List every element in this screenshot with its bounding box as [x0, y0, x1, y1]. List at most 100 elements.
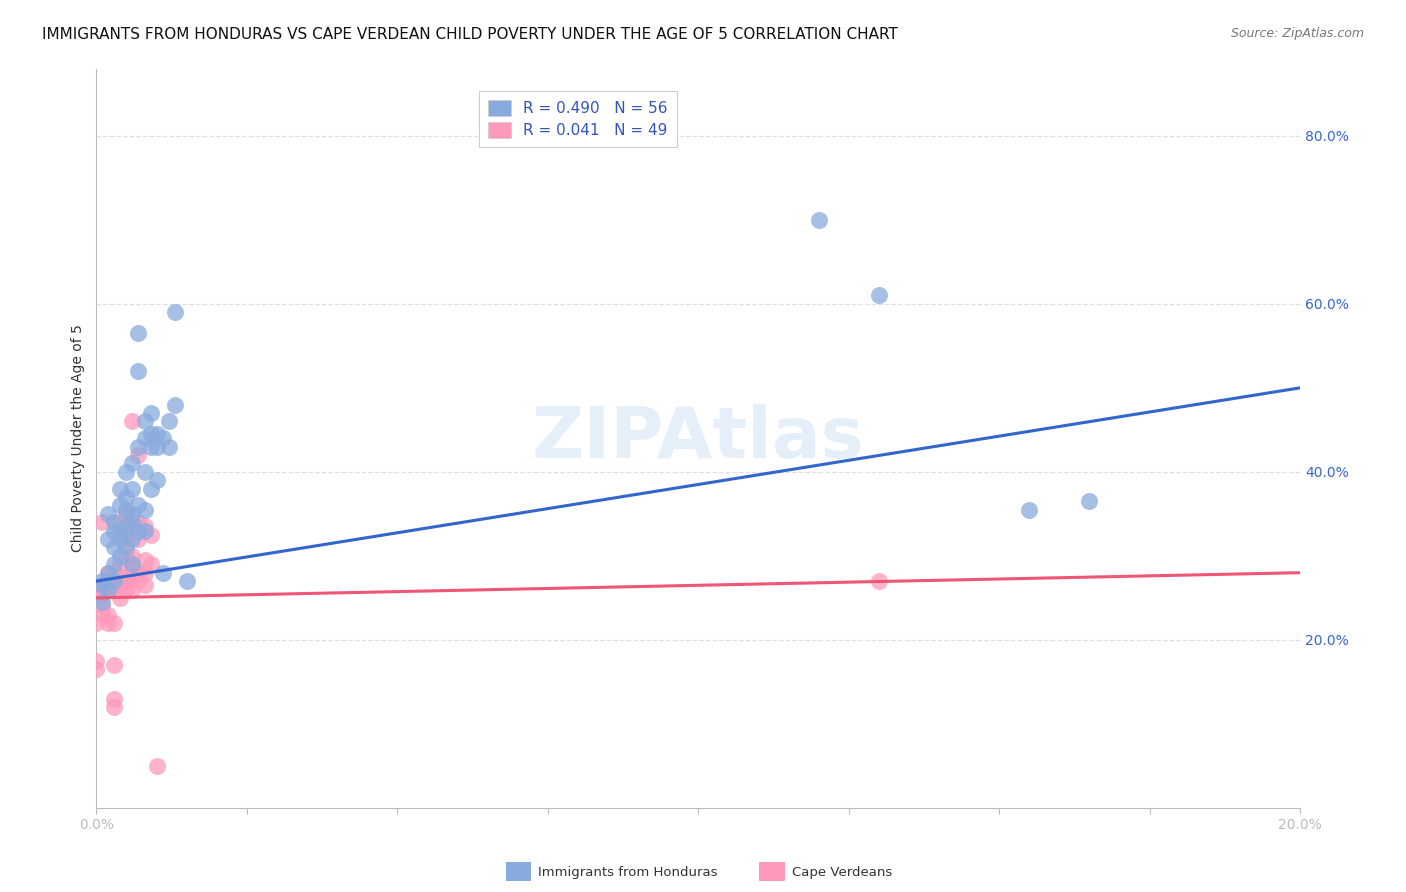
- Point: [115, 502, 138, 516]
- Point: [97, 582, 120, 597]
- Point: [127, 532, 149, 546]
- Text: ZIPAtlas: ZIPAtlas: [531, 404, 865, 473]
- Point: [110, 570, 132, 584]
- Point: [127, 499, 149, 513]
- Point: [121, 457, 143, 471]
- Point: [134, 519, 156, 533]
- Y-axis label: Child Poverty Under the Age of 5: Child Poverty Under the Age of 5: [72, 325, 86, 552]
- Point: [134, 431, 156, 445]
- Point: [807, 212, 830, 227]
- Text: Cape Verdeans: Cape Verdeans: [792, 866, 891, 879]
- Point: [139, 440, 162, 454]
- Point: [110, 591, 132, 605]
- Point: [110, 499, 132, 513]
- Point: [145, 473, 167, 487]
- Point: [121, 570, 143, 584]
- Point: [163, 305, 186, 319]
- Point: [1018, 502, 1040, 516]
- Point: [121, 532, 143, 546]
- Point: [97, 582, 120, 597]
- Point: [121, 549, 143, 563]
- Point: [1078, 494, 1101, 508]
- Point: [86, 654, 108, 668]
- Point: [103, 541, 125, 555]
- Point: [121, 582, 143, 597]
- Point: [103, 524, 125, 538]
- Point: [91, 574, 114, 588]
- Point: [152, 566, 174, 580]
- Point: [139, 427, 162, 442]
- Point: [115, 532, 138, 546]
- Point: [115, 524, 138, 538]
- Point: [110, 549, 132, 563]
- Point: [103, 566, 125, 580]
- Point: [103, 516, 125, 530]
- Point: [134, 414, 156, 428]
- Point: [110, 524, 132, 538]
- Point: [97, 566, 120, 580]
- Point: [127, 448, 149, 462]
- Point: [121, 561, 143, 575]
- Point: [91, 587, 114, 601]
- Point: [115, 582, 138, 597]
- Point: [134, 553, 156, 567]
- Point: [121, 482, 143, 496]
- Point: [121, 516, 143, 530]
- Point: [127, 516, 149, 530]
- Point: [127, 364, 149, 378]
- Point: [134, 578, 156, 592]
- Point: [139, 482, 162, 496]
- Point: [115, 519, 138, 533]
- Point: [157, 440, 180, 454]
- Point: [115, 541, 138, 555]
- Point: [868, 574, 890, 588]
- Point: [86, 616, 108, 631]
- Point: [97, 566, 120, 580]
- Point: [163, 398, 186, 412]
- Point: [91, 516, 114, 530]
- Point: [134, 524, 156, 538]
- Legend: R = 0.490   N = 56, R = 0.041   N = 49: R = 0.490 N = 56, R = 0.041 N = 49: [479, 91, 676, 147]
- Point: [97, 574, 120, 588]
- Point: [127, 326, 149, 341]
- Point: [145, 427, 167, 442]
- Point: [110, 532, 132, 546]
- Point: [121, 507, 143, 521]
- Point: [127, 440, 149, 454]
- Point: [145, 440, 167, 454]
- Point: [110, 578, 132, 592]
- Point: [134, 502, 156, 516]
- Point: [139, 528, 162, 542]
- Point: [152, 431, 174, 445]
- Point: [127, 566, 149, 580]
- Point: [134, 465, 156, 479]
- Point: [97, 507, 120, 521]
- Text: IMMIGRANTS FROM HONDURAS VS CAPE VERDEAN CHILD POVERTY UNDER THE AGE OF 5 CORREL: IMMIGRANTS FROM HONDURAS VS CAPE VERDEAN…: [42, 27, 898, 42]
- Point: [127, 574, 149, 588]
- Point: [103, 700, 125, 714]
- Point: [868, 288, 890, 302]
- Point: [103, 691, 125, 706]
- Point: [103, 574, 125, 588]
- Point: [97, 607, 120, 622]
- Text: Immigrants from Honduras: Immigrants from Honduras: [538, 866, 718, 879]
- Point: [176, 574, 198, 588]
- Point: [103, 658, 125, 673]
- Point: [115, 465, 138, 479]
- Point: [97, 532, 120, 546]
- Point: [91, 607, 114, 622]
- Point: [139, 406, 162, 420]
- Point: [121, 558, 143, 572]
- Point: [91, 578, 114, 592]
- Point: [97, 616, 120, 631]
- Point: [91, 595, 114, 609]
- Point: [157, 414, 180, 428]
- Point: [91, 578, 114, 592]
- Point: [121, 414, 143, 428]
- Point: [103, 582, 125, 597]
- Text: Source: ZipAtlas.com: Source: ZipAtlas.com: [1230, 27, 1364, 40]
- Point: [115, 490, 138, 504]
- Point: [115, 507, 138, 521]
- Point: [110, 516, 132, 530]
- Point: [103, 558, 125, 572]
